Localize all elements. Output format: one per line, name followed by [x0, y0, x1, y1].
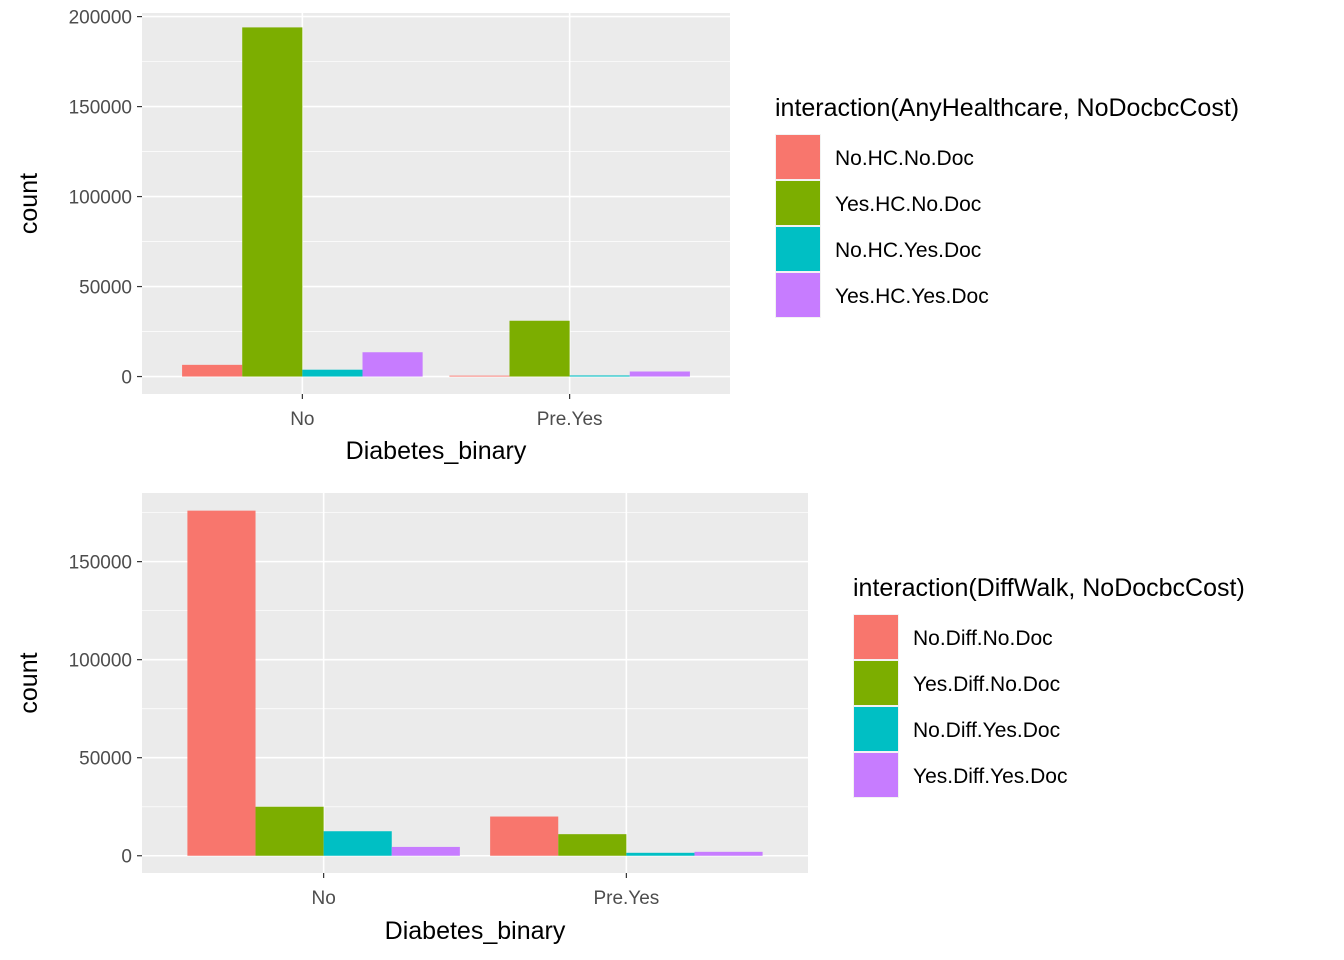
- bar-No.Diff.Yes.Doc-Pre.Yes: [626, 852, 695, 856]
- chart-diffwalk-nodoc: 0 50000 100000 150000 No Pre.Yes Diabetes_bina…: [15, 493, 1245, 945]
- y-axis-title: count: [15, 173, 43, 234]
- legend-label: Yes.Diff.No.Doc: [913, 673, 1060, 696]
- legend-label: No.Diff.Yes.Doc: [913, 719, 1060, 742]
- y-tick-label: 200000: [69, 8, 132, 29]
- legend-label: No.HC.Yes.Doc: [835, 239, 981, 262]
- bar-Yes.Diff.No.Doc-No: [255, 806, 324, 856]
- x-axis-title: Diabetes_binary: [385, 917, 566, 945]
- legend-swatch-No.Diff.No.Doc: [854, 615, 898, 659]
- x-tick-label: No: [290, 409, 314, 430]
- legend-title: interaction(AnyHealthcare, NoDocbcCost): [775, 94, 1239, 122]
- y-tick-label: 150000: [69, 553, 132, 574]
- bar-No.HC.Yes.Doc-No: [302, 369, 363, 377]
- y-tick-label: 50000: [79, 278, 132, 299]
- legend-swatch-No.Diff.Yes.Doc: [854, 707, 898, 751]
- legend-title: interaction(DiffWalk, NoDocbcCost): [853, 574, 1245, 602]
- y-axis-title: count: [15, 652, 43, 713]
- chart-healthcare-nodoc: 0 50000 100000 150000 200000 No Pre.Yes Diabete…: [15, 8, 1239, 465]
- legend-label: No.HC.No.Doc: [835, 147, 974, 170]
- bar-Yes.Diff.Yes.Doc-No: [391, 846, 460, 856]
- y-tick-label: 150000: [69, 98, 132, 119]
- y-tick-label: 100000: [69, 188, 132, 209]
- bar-Yes.Diff.Yes.Doc-Pre.Yes: [694, 851, 763, 856]
- bar-No.Diff.No.Doc-Pre.Yes: [490, 816, 559, 856]
- y-tick-label: 0: [121, 368, 132, 389]
- bar-Yes.HC.Yes.Doc-Pre.Yes: [629, 371, 690, 377]
- plot-panel: [142, 13, 730, 394]
- legend-label: No.Diff.No.Doc: [913, 627, 1053, 650]
- bar-No.Diff.No.Doc-No: [187, 510, 256, 856]
- bar-No.Diff.Yes.Doc-No: [323, 831, 392, 856]
- bar-No.HC.Yes.Doc-Pre.Yes: [569, 375, 630, 377]
- y-tick-label: 0: [121, 847, 132, 868]
- legend-swatch-Yes.Diff.Yes.Doc: [854, 753, 898, 797]
- bar-No.HC.No.Doc-No: [182, 364, 243, 377]
- bar-Yes.HC.No.Doc-Pre.Yes: [509, 320, 570, 377]
- legend-label: Yes.HC.No.Doc: [835, 193, 981, 216]
- x-tick-label: No: [311, 888, 335, 909]
- legend-label: Yes.HC.Yes.Doc: [835, 285, 989, 308]
- legend-swatch-Yes.HC.No.Doc: [776, 181, 820, 225]
- x-axis-title: Diabetes_binary: [346, 437, 527, 465]
- y-tick-label: 100000: [69, 651, 132, 672]
- y-tick-label: 50000: [79, 749, 132, 770]
- x-tick-label: Pre.Yes: [537, 409, 603, 430]
- legend-swatch-Yes.Diff.No.Doc: [854, 661, 898, 705]
- bar-No.HC.No.Doc-Pre.Yes: [449, 375, 510, 377]
- legend-swatch-Yes.HC.Yes.Doc: [776, 273, 820, 317]
- bar-Yes.HC.Yes.Doc-No: [362, 352, 423, 377]
- bar-Yes.Diff.No.Doc-Pre.Yes: [558, 834, 627, 856]
- legend-label: Yes.Diff.Yes.Doc: [913, 765, 1068, 788]
- legend-swatch-No.HC.Yes.Doc: [776, 227, 820, 271]
- legend-swatch-No.HC.No.Doc: [776, 135, 820, 179]
- x-tick-label: Pre.Yes: [593, 888, 659, 909]
- bar-Yes.HC.No.Doc-No: [242, 27, 303, 377]
